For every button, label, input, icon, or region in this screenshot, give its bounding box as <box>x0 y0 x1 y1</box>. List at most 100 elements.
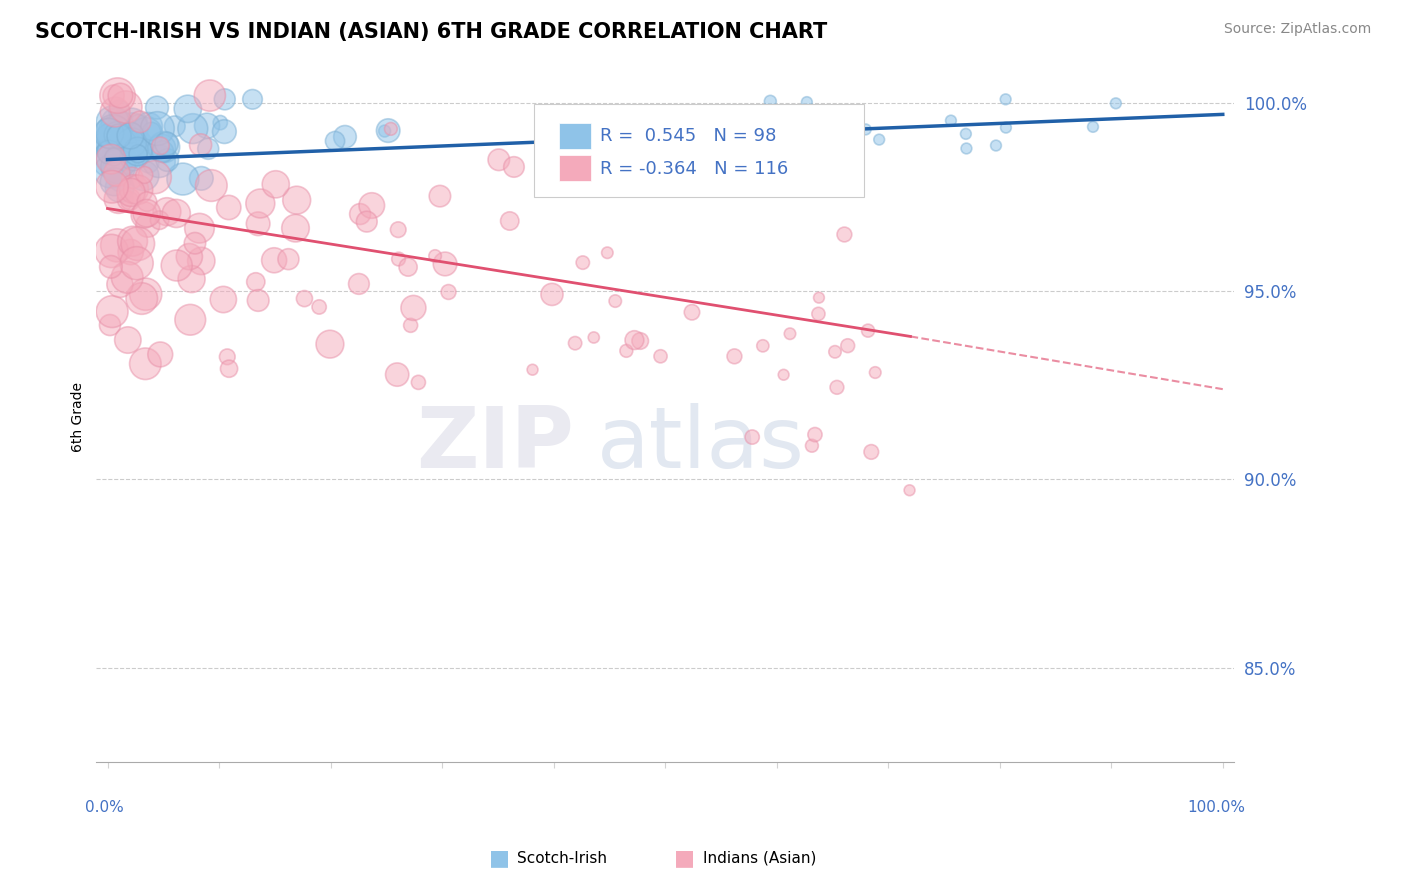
Point <box>108 103 131 118</box>
Point <box>112 151 135 165</box>
Point <box>488 153 510 167</box>
Point <box>122 136 145 151</box>
Point <box>121 234 143 248</box>
Point <box>105 238 128 252</box>
Text: ■: ■ <box>675 848 695 868</box>
Point <box>104 115 127 129</box>
Point <box>152 145 174 159</box>
Point <box>141 124 163 138</box>
Point <box>1105 96 1128 111</box>
Point <box>148 154 170 169</box>
Point <box>856 324 879 338</box>
Point <box>994 120 1017 135</box>
Point <box>108 129 131 144</box>
Point <box>115 137 138 152</box>
Point <box>628 334 651 348</box>
FancyBboxPatch shape <box>560 122 591 149</box>
Point <box>408 376 430 390</box>
Point <box>669 125 692 139</box>
Point <box>752 339 775 353</box>
Point <box>247 217 270 231</box>
Point <box>98 144 121 158</box>
Point <box>360 198 382 212</box>
Point <box>115 125 138 139</box>
Point <box>100 260 122 274</box>
Text: Scotch-Irish: Scotch-Irish <box>517 851 607 865</box>
Point <box>138 120 160 134</box>
Point <box>111 136 134 150</box>
Point <box>249 196 271 211</box>
Point <box>136 218 159 232</box>
Text: R =  0.545   N = 98: R = 0.545 N = 98 <box>600 128 776 145</box>
Point <box>118 194 141 208</box>
Point <box>898 483 921 498</box>
Point <box>399 318 422 333</box>
Point <box>180 272 202 286</box>
Point <box>650 349 672 363</box>
Point <box>172 172 194 186</box>
Point <box>132 169 155 183</box>
Point <box>319 337 342 351</box>
Point <box>214 125 236 139</box>
Point <box>855 122 877 136</box>
Point <box>245 275 267 289</box>
Point <box>572 113 595 128</box>
Point <box>117 333 139 347</box>
Point <box>402 301 425 315</box>
Point <box>603 146 626 161</box>
Point <box>564 336 586 351</box>
Point <box>681 305 703 319</box>
Point <box>796 95 818 109</box>
Text: 0.0%: 0.0% <box>84 799 124 814</box>
Point <box>103 128 125 143</box>
Text: SCOTCH-IRISH VS INDIAN (ASIAN) 6TH GRADE CORRELATION CHART: SCOTCH-IRISH VS INDIAN (ASIAN) 6TH GRADE… <box>35 22 827 42</box>
Point <box>824 344 846 359</box>
Point <box>105 166 128 180</box>
Point <box>101 127 124 141</box>
Point <box>120 186 142 200</box>
Point <box>101 179 124 194</box>
Point <box>503 160 526 174</box>
Point <box>800 439 823 453</box>
Point <box>121 136 143 150</box>
Point <box>98 153 121 167</box>
Point <box>134 357 156 371</box>
Point <box>103 88 125 103</box>
Point <box>387 252 409 266</box>
Point <box>98 318 121 332</box>
Point <box>263 253 285 268</box>
Point <box>865 366 887 380</box>
Point <box>285 193 308 207</box>
Point <box>125 256 148 270</box>
Point <box>807 307 830 321</box>
Point <box>146 101 169 115</box>
Point <box>127 183 149 197</box>
Point <box>578 156 600 170</box>
Y-axis label: 6th Grade: 6th Grade <box>72 383 86 452</box>
Point <box>156 153 179 167</box>
Point <box>804 427 827 442</box>
Point <box>107 88 129 103</box>
Point <box>374 124 396 138</box>
Point <box>165 206 187 220</box>
Point <box>614 343 637 358</box>
Point <box>149 347 172 361</box>
Point <box>541 287 564 301</box>
Point <box>994 92 1017 106</box>
Point <box>308 300 330 314</box>
Point <box>107 160 129 174</box>
Point <box>97 135 120 149</box>
Point <box>108 181 131 195</box>
Text: R = -0.364   N = 116: R = -0.364 N = 116 <box>600 160 789 178</box>
Point <box>711 121 734 136</box>
Point <box>190 137 212 152</box>
Point <box>623 333 645 347</box>
Point <box>134 168 156 182</box>
Point <box>955 127 977 141</box>
Point <box>101 134 124 148</box>
Point <box>605 294 627 309</box>
Point <box>277 252 299 267</box>
Point <box>121 170 143 185</box>
Point <box>772 368 794 382</box>
Point <box>104 161 127 176</box>
